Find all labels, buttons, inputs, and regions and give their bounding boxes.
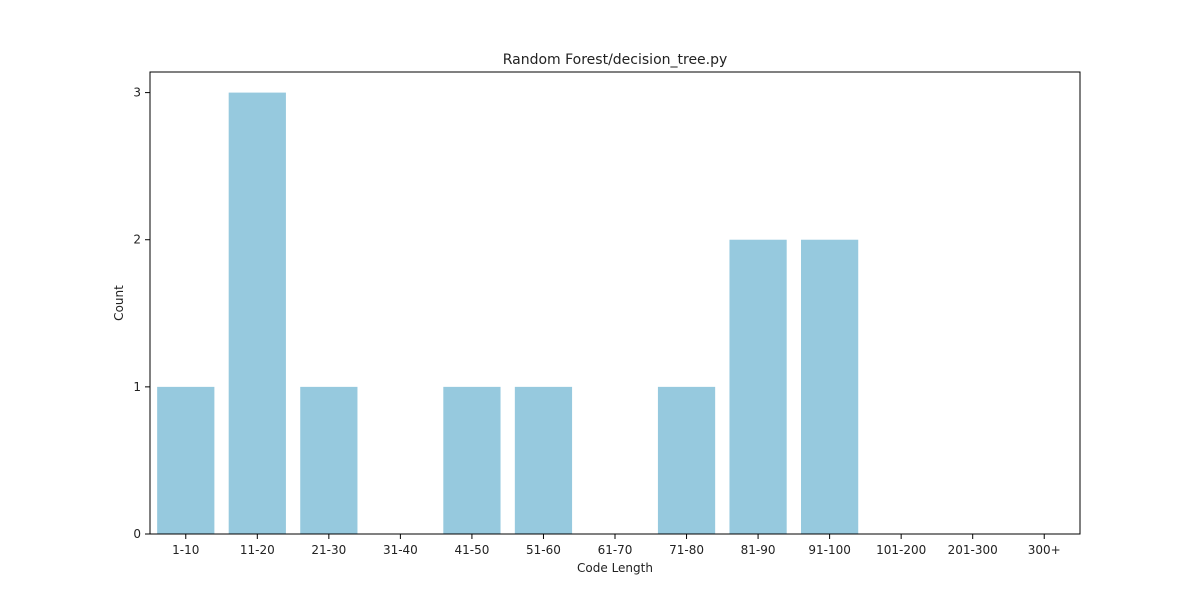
bar-21-30 bbox=[300, 386, 358, 534]
x-tick-label: 201-300 bbox=[948, 543, 998, 557]
chart-title: Random Forest/decision_tree.py bbox=[503, 52, 728, 68]
x-tick-label: 31-40 bbox=[383, 543, 418, 557]
bar-1-10 bbox=[157, 386, 215, 534]
bars-group bbox=[157, 92, 859, 534]
x-axis: 1-10 11-20 21-30 31-40 41-50 51-60 61-70 71-80 8… bbox=[172, 534, 1061, 557]
x-tick-label: 101-200 bbox=[876, 543, 926, 557]
y-tick-label: 1 bbox=[133, 380, 141, 394]
y-tick-label: 2 bbox=[133, 233, 141, 247]
x-tick-label: 300+ bbox=[1028, 543, 1061, 557]
bar-41-50 bbox=[443, 386, 501, 534]
x-tick-label: 81-90 bbox=[741, 543, 776, 557]
y-tick-label: 3 bbox=[133, 86, 141, 100]
x-tick-label: 71-80 bbox=[669, 543, 704, 557]
bar-51-60 bbox=[514, 386, 573, 534]
x-tick-label: 51-60 bbox=[526, 543, 561, 557]
x-tick-label: 11-20 bbox=[240, 543, 275, 557]
bar-81-90 bbox=[729, 239, 787, 534]
x-tick-label: 61-70 bbox=[598, 543, 633, 557]
x-tick-label: 91-100 bbox=[808, 543, 851, 557]
y-tick-label: 0 bbox=[133, 527, 141, 541]
plot-frame bbox=[149, 71, 1081, 535]
x-tick-label: 21-30 bbox=[311, 543, 346, 557]
bar-91-100 bbox=[801, 239, 859, 534]
y-axis-label: Count bbox=[112, 285, 126, 321]
x-axis-label: Code Length bbox=[577, 561, 653, 575]
x-tick-label: 41-50 bbox=[454, 543, 489, 557]
x-tick-label: 1-10 bbox=[172, 543, 199, 557]
bar-11-20 bbox=[228, 92, 286, 534]
bar-71-80 bbox=[657, 386, 716, 534]
y-axis: 0 1 2 3 bbox=[133, 86, 150, 541]
